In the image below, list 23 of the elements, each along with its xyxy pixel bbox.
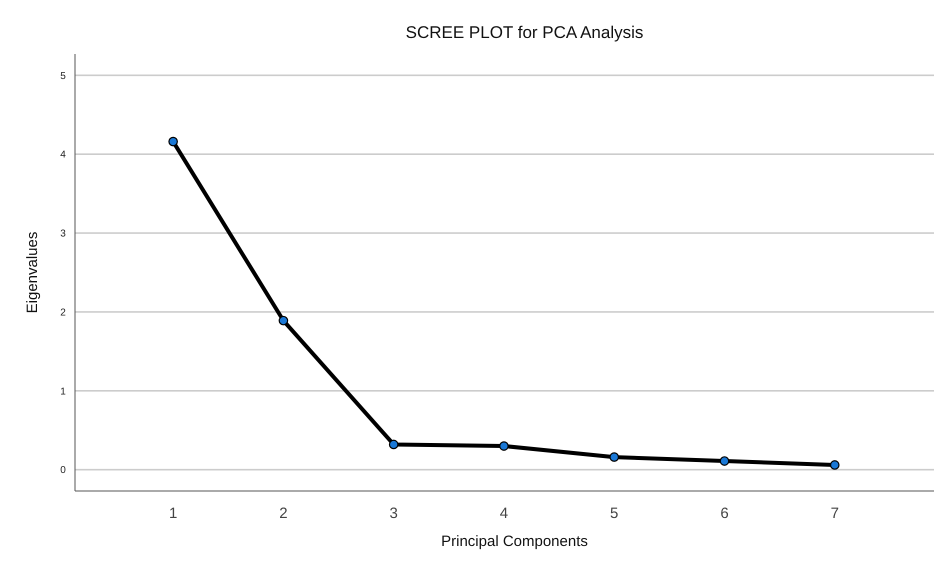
chart-title: SCREE PLOT for PCA Analysis — [406, 23, 644, 42]
x-tick-label: 3 — [390, 505, 398, 522]
point — [168, 136, 178, 146]
point — [609, 452, 620, 462]
y-tick-label: 3 — [60, 228, 66, 240]
point — [720, 456, 730, 466]
x-tick-label: 5 — [610, 505, 618, 522]
x-tick-label: 1 — [168, 505, 178, 522]
y-tick-label: 0 — [60, 465, 66, 476]
y-tick-label: 5 — [60, 70, 66, 82]
x-tick-label: 7 — [830, 505, 839, 522]
x-tick-label: 6 — [720, 505, 729, 522]
y-tick-label: 2 — [60, 307, 66, 318]
x-tick-label: 4 — [500, 505, 508, 522]
y-tick-label: 1 — [60, 386, 66, 398]
y-axis-title: Eigenvalues — [24, 232, 41, 314]
x-tick-label: 2 — [279, 505, 288, 522]
point — [388, 440, 398, 450]
x-axis-title: Principal Components — [441, 533, 588, 550]
point — [499, 441, 509, 451]
point — [830, 460, 840, 470]
y-tick-label: 4 — [60, 150, 66, 161]
point — [278, 316, 288, 326]
